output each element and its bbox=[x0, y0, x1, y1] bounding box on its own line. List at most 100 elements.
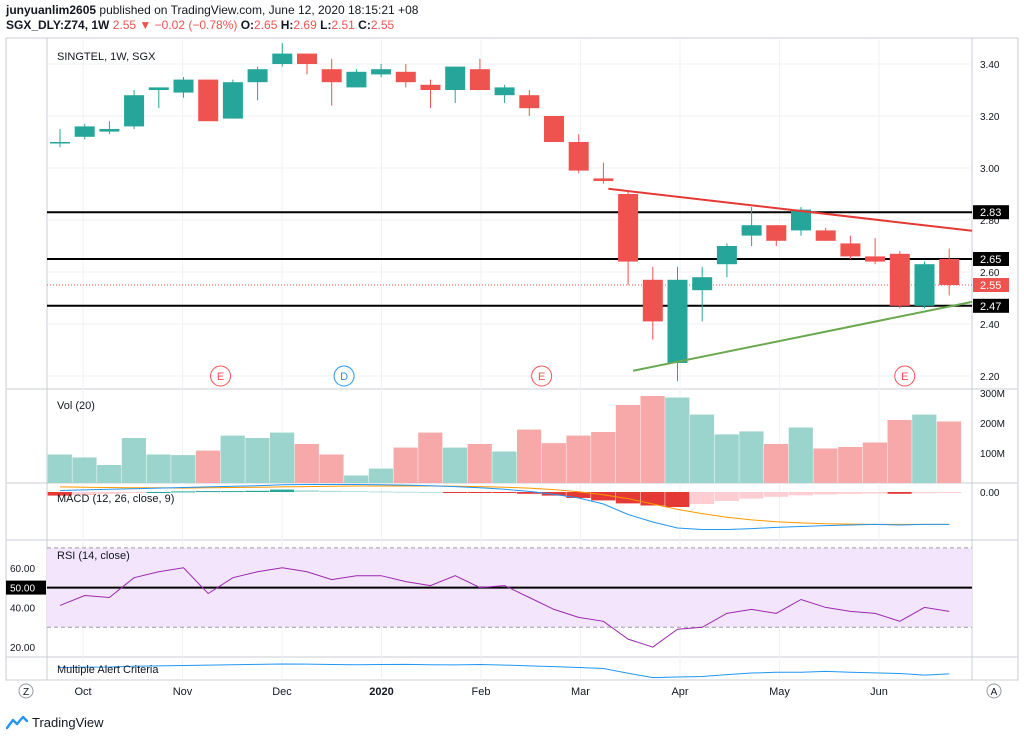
volume-bar[interactable] bbox=[689, 414, 715, 483]
volume-bar[interactable] bbox=[97, 465, 122, 483]
volume-bar[interactable] bbox=[764, 444, 789, 483]
volume-bar[interactable] bbox=[344, 475, 369, 484]
price-axis-label: 2.83 bbox=[980, 207, 1001, 219]
candle-body[interactable] bbox=[371, 69, 392, 75]
candle-body[interactable] bbox=[272, 53, 293, 64]
volume-bar[interactable] bbox=[220, 435, 245, 483]
earnings-event-marker[interactable]: E bbox=[210, 365, 232, 387]
volume-bar[interactable] bbox=[294, 444, 319, 483]
volume-bar[interactable] bbox=[368, 468, 393, 483]
volume-bar[interactable] bbox=[467, 444, 492, 483]
volume-bar[interactable] bbox=[788, 427, 813, 484]
volume-bar[interactable] bbox=[171, 455, 196, 483]
candle-body[interactable] bbox=[741, 225, 762, 236]
candle-body[interactable] bbox=[544, 116, 564, 142]
volume-bar[interactable] bbox=[615, 405, 640, 483]
volume-bar[interactable] bbox=[492, 451, 517, 484]
volume-bar[interactable] bbox=[566, 435, 591, 483]
candle-body[interactable] bbox=[642, 279, 663, 322]
volume-bar[interactable] bbox=[739, 431, 764, 483]
candle-body[interactable] bbox=[321, 69, 342, 83]
author-name[interactable]: junyuanlim2605 bbox=[6, 3, 97, 17]
volume-bar[interactable] bbox=[47, 454, 72, 484]
candle-body[interactable] bbox=[395, 71, 416, 83]
candle-body[interactable] bbox=[124, 95, 145, 127]
right-scale-button[interactable]: A bbox=[986, 683, 1002, 699]
candle-body[interactable] bbox=[692, 277, 713, 291]
candle-body[interactable] bbox=[865, 256, 886, 262]
candle-body[interactable] bbox=[716, 246, 737, 265]
candle-body[interactable] bbox=[445, 66, 466, 90]
price-tick-label: 2.40 bbox=[980, 320, 1000, 331]
candle-body[interactable] bbox=[766, 225, 787, 241]
volume-bar[interactable] bbox=[591, 432, 616, 483]
price-pane-left-gutter bbox=[5, 37, 48, 390]
candle-body[interactable] bbox=[50, 142, 70, 144]
macd-histogram-bar bbox=[418, 492, 443, 493]
candle-body[interactable] bbox=[840, 243, 861, 257]
volume-bar[interactable] bbox=[862, 442, 887, 484]
alert-pane[interactable] bbox=[46, 656, 973, 681]
candle-body[interactable] bbox=[667, 279, 688, 363]
chart-area[interactable]: 3.40 3.20 3.00 2.80 2.60 2.40 2.20 SINGTEL, 1W,… bbox=[0, 0, 1024, 706]
candle-body[interactable] bbox=[173, 79, 194, 93]
volume-bar[interactable] bbox=[393, 447, 418, 483]
left-scale-button[interactable]: Z bbox=[18, 683, 34, 699]
candle-body[interactable] bbox=[618, 194, 639, 262]
volume-bar[interactable] bbox=[838, 447, 863, 483]
candle-body[interactable] bbox=[494, 87, 515, 96]
candle-body[interactable] bbox=[469, 69, 490, 90]
publish-info: junyuanlim2605 published on TradingView.… bbox=[6, 3, 418, 18]
candle-body[interactable] bbox=[939, 259, 960, 285]
candle-body[interactable] bbox=[74, 126, 95, 137]
volume-bar[interactable] bbox=[270, 432, 295, 483]
volume-bar[interactable] bbox=[887, 420, 912, 483]
candle-body[interactable] bbox=[297, 53, 317, 64]
last-price: 2.55 bbox=[112, 18, 137, 32]
candle-body[interactable] bbox=[346, 71, 367, 88]
candle-body[interactable] bbox=[148, 87, 169, 90]
candle-body[interactable] bbox=[99, 129, 120, 132]
candle-body[interactable] bbox=[519, 95, 540, 109]
volume-bar[interactable] bbox=[665, 397, 690, 484]
volume-bar[interactable] bbox=[319, 454, 344, 484]
volume-bar[interactable] bbox=[541, 443, 566, 483]
dividend-event-marker[interactable]: D bbox=[333, 365, 355, 387]
volume-tick-label: 100M bbox=[980, 449, 1005, 460]
rsi-midline-label-box bbox=[6, 580, 46, 595]
volume-bar[interactable] bbox=[72, 457, 97, 484]
volume-bar[interactable] bbox=[195, 450, 221, 483]
volume-bar[interactable] bbox=[912, 414, 937, 483]
candle-body[interactable] bbox=[791, 209, 811, 231]
candle-body[interactable] bbox=[247, 69, 268, 83]
volume-bar[interactable] bbox=[813, 448, 838, 484]
earnings-event-marker[interactable]: E bbox=[894, 365, 916, 387]
volume-bar[interactable] bbox=[442, 447, 468, 483]
candle-body[interactable] bbox=[198, 79, 219, 122]
macd-histogram-bar bbox=[195, 491, 221, 493]
volume-bar[interactable] bbox=[245, 438, 270, 483]
alert-pane-axis-box bbox=[971, 656, 1019, 681]
price-axis-label-box bbox=[973, 278, 1009, 292]
volume-bar[interactable] bbox=[714, 434, 739, 483]
volume-bar[interactable] bbox=[640, 396, 665, 483]
resistance-trend-line[interactable] bbox=[608, 187, 973, 232]
macd-histogram-bar bbox=[517, 492, 542, 494]
candle-body[interactable] bbox=[815, 230, 836, 241]
volume-bar[interactable] bbox=[146, 454, 171, 484]
volume-bar[interactable] bbox=[121, 438, 146, 483]
candle-body[interactable] bbox=[568, 142, 589, 171]
candle-body[interactable] bbox=[889, 253, 910, 306]
volume-bar[interactable] bbox=[418, 432, 443, 483]
candle-body[interactable] bbox=[222, 82, 243, 119]
volume-bar[interactable] bbox=[936, 421, 962, 484]
macd-histogram-bar bbox=[97, 492, 122, 494]
footer: TradingView bbox=[6, 712, 104, 732]
earnings-event-marker[interactable]: E bbox=[531, 365, 553, 387]
macd-histogram-bar bbox=[788, 492, 813, 496]
candle-body[interactable] bbox=[593, 178, 614, 181]
volume-bar[interactable] bbox=[517, 429, 542, 483]
candle-body[interactable] bbox=[420, 84, 441, 90]
support-trend-line[interactable] bbox=[632, 300, 973, 372]
candle-body[interactable] bbox=[914, 264, 935, 306]
